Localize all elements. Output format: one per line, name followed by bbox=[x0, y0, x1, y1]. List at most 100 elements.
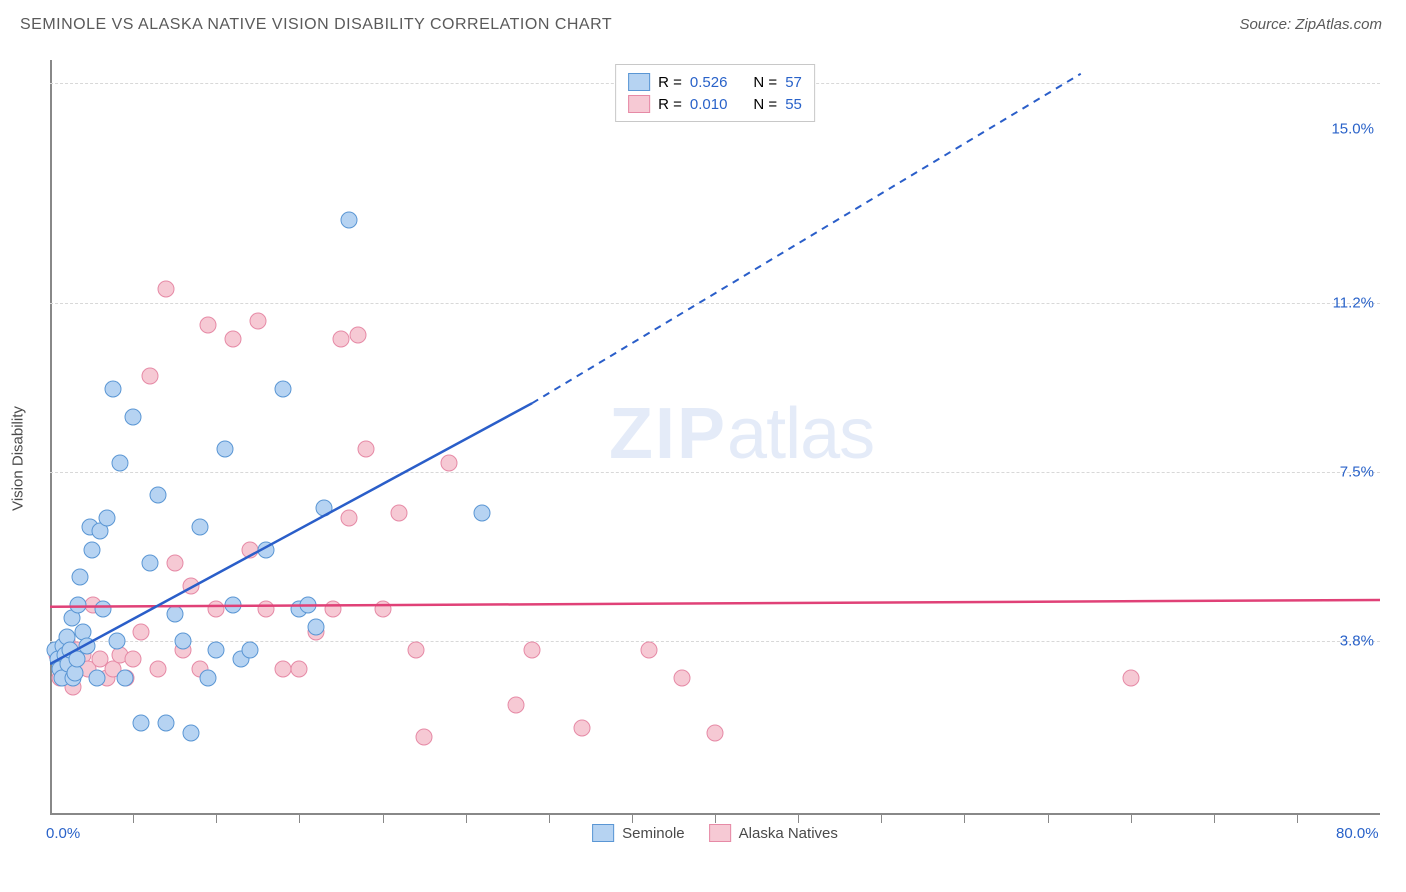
n-label: N = bbox=[753, 96, 777, 113]
seminole-point bbox=[83, 541, 100, 558]
seminole-point bbox=[70, 596, 87, 613]
alaska-point bbox=[574, 720, 591, 737]
alaska-label: Alaska Natives bbox=[739, 825, 838, 842]
gridline bbox=[50, 472, 1380, 473]
alaska-point bbox=[349, 326, 366, 343]
source-attribution: Source: ZipAtlas.com bbox=[1239, 16, 1382, 33]
r-label: R = bbox=[658, 96, 682, 113]
x-tick bbox=[549, 815, 550, 823]
alaska-point bbox=[1122, 669, 1139, 686]
seminole-point bbox=[111, 454, 128, 471]
x-tick bbox=[881, 815, 882, 823]
seminole-swatch bbox=[628, 73, 650, 91]
seminole-point bbox=[316, 500, 333, 517]
alaska-point bbox=[258, 601, 275, 618]
x-tick bbox=[964, 815, 965, 823]
alaska-swatch bbox=[628, 95, 650, 113]
seminole-point bbox=[299, 596, 316, 613]
alaska-point bbox=[274, 660, 291, 677]
seminole-point bbox=[258, 541, 275, 558]
x-tick-label: 80.0% bbox=[1336, 825, 1379, 842]
alaska-point bbox=[199, 317, 216, 334]
seminole-point bbox=[158, 715, 175, 732]
alaska-point bbox=[133, 623, 150, 640]
alaska-point bbox=[241, 541, 258, 558]
legend-item-alaska: Alaska Natives bbox=[709, 824, 838, 842]
seminole-point bbox=[208, 642, 225, 659]
chart-container: Vision Disability ZIPatlas R = 0.526 N =… bbox=[40, 60, 1380, 840]
seminole-label: Seminole bbox=[622, 825, 685, 842]
r-label: R = bbox=[658, 74, 682, 91]
seminole-r-value: 0.526 bbox=[690, 74, 728, 91]
trend-lines bbox=[50, 60, 1380, 840]
seminole-point bbox=[166, 605, 183, 622]
seminole-point bbox=[241, 642, 258, 659]
seminole-point bbox=[133, 715, 150, 732]
seminole-point bbox=[95, 601, 112, 618]
seminole-point bbox=[150, 486, 167, 503]
seminole-point bbox=[224, 596, 241, 613]
alaska-point bbox=[640, 642, 657, 659]
seminole-point bbox=[474, 505, 491, 522]
x-tick bbox=[133, 815, 134, 823]
y-tick-label: 11.2% bbox=[1333, 294, 1374, 311]
alaska-point bbox=[208, 601, 225, 618]
alaska-point bbox=[183, 578, 200, 595]
alaska-point bbox=[324, 601, 341, 618]
seminole-point bbox=[108, 633, 125, 650]
legend-row-seminole: R = 0.526 N = 57 bbox=[628, 71, 802, 93]
x-tick bbox=[715, 815, 716, 823]
x-tick bbox=[216, 815, 217, 823]
alaska-point bbox=[391, 505, 408, 522]
seminole-point bbox=[183, 724, 200, 741]
seminole-point bbox=[105, 381, 122, 398]
legend-row-alaska: R = 0.010 N = 55 bbox=[628, 93, 802, 115]
seminole-point bbox=[88, 669, 105, 686]
seminole-point bbox=[175, 633, 192, 650]
seminole-point bbox=[98, 509, 115, 526]
seminole-point bbox=[141, 555, 158, 572]
alaska-point bbox=[357, 440, 374, 457]
seminole-point bbox=[191, 518, 208, 535]
seminole-swatch-icon bbox=[592, 824, 614, 842]
alaska-n-value: 55 bbox=[785, 96, 802, 113]
x-tick bbox=[798, 815, 799, 823]
alaska-point bbox=[524, 642, 541, 659]
x-tick bbox=[632, 815, 633, 823]
seminole-point bbox=[199, 669, 216, 686]
n-label: N = bbox=[753, 74, 777, 91]
seminole-point bbox=[116, 669, 133, 686]
alaska-point bbox=[150, 660, 167, 677]
alaska-point bbox=[416, 729, 433, 746]
y-tick-label: 15.0% bbox=[1331, 120, 1374, 137]
alaska-point bbox=[249, 312, 266, 329]
alaska-point bbox=[291, 660, 308, 677]
seminole-point bbox=[216, 440, 233, 457]
chart-title: SEMINOLE VS ALASKA NATIVE VISION DISABIL… bbox=[20, 16, 612, 33]
seminole-point bbox=[274, 381, 291, 398]
alaska-point bbox=[707, 724, 724, 741]
x-tick bbox=[1214, 815, 1215, 823]
alaska-point bbox=[441, 454, 458, 471]
y-axis-line bbox=[50, 60, 52, 815]
series-legend: Seminole Alaska Natives bbox=[592, 824, 838, 842]
alaska-point bbox=[158, 280, 175, 297]
alaska-point bbox=[673, 669, 690, 686]
y-tick-label: 3.8% bbox=[1340, 633, 1374, 650]
gridline bbox=[50, 303, 1380, 304]
alaska-point bbox=[341, 509, 358, 526]
x-tick-label: 0.0% bbox=[46, 825, 80, 842]
x-tick bbox=[1297, 815, 1298, 823]
alaska-point bbox=[125, 651, 142, 668]
y-axis-label: Vision Disability bbox=[10, 406, 27, 511]
correlation-legend: R = 0.526 N = 57 R = 0.010 N = 55 bbox=[615, 64, 815, 122]
x-tick bbox=[1048, 815, 1049, 823]
alaska-point bbox=[166, 555, 183, 572]
legend-item-seminole: Seminole bbox=[592, 824, 685, 842]
x-tick bbox=[383, 815, 384, 823]
alaska-r-value: 0.010 bbox=[690, 96, 728, 113]
seminole-point bbox=[78, 637, 95, 654]
x-tick bbox=[299, 815, 300, 823]
seminole-n-value: 57 bbox=[785, 74, 802, 91]
alaska-point bbox=[332, 331, 349, 348]
